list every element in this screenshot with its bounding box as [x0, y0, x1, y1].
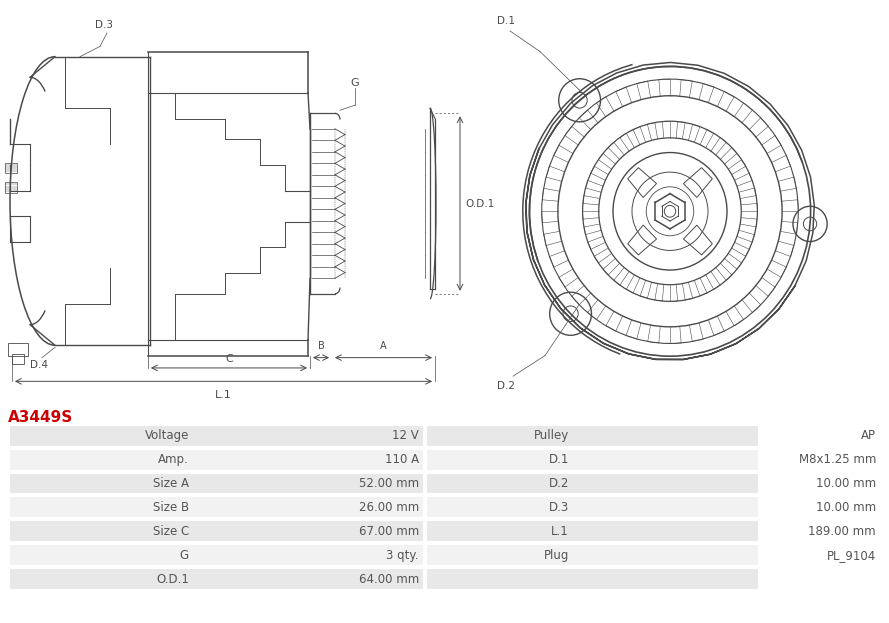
Bar [8, 343, 28, 356]
Bar [9, 545, 424, 566]
Text: O.D.1: O.D.1 [156, 573, 189, 586]
Text: O.D.1: O.D.1 [465, 199, 494, 209]
Bar [5, 183, 17, 193]
Bar [9, 425, 424, 447]
Text: D.2: D.2 [497, 381, 515, 391]
Text: D.3: D.3 [549, 501, 569, 514]
Text: 189.00 mm: 189.00 mm [808, 525, 876, 538]
Text: Pulley: Pulley [533, 429, 569, 442]
Text: 10.00 mm: 10.00 mm [816, 501, 876, 514]
Bar [426, 497, 759, 518]
Text: D.3: D.3 [95, 20, 113, 30]
Text: G: G [350, 78, 359, 88]
Text: 3 qty.: 3 qty. [387, 549, 419, 562]
Text: B: B [317, 341, 324, 351]
Text: L.1: L.1 [551, 525, 569, 538]
Text: 110 A: 110 A [385, 453, 419, 466]
Bar [426, 425, 759, 447]
Text: A: A [380, 341, 387, 351]
Text: Size C: Size C [153, 525, 189, 538]
Bar [426, 545, 759, 566]
Bar [9, 568, 424, 590]
Bar [426, 473, 759, 495]
Text: 26.00 mm: 26.00 mm [359, 501, 419, 514]
Text: Size B: Size B [153, 501, 189, 514]
Bar [9, 497, 424, 518]
Text: 12 V: 12 V [392, 429, 419, 442]
Text: 67.00 mm: 67.00 mm [359, 525, 419, 538]
Text: 64.00 mm: 64.00 mm [359, 573, 419, 586]
Text: Amp.: Amp. [158, 453, 189, 466]
Text: D.1: D.1 [549, 453, 569, 466]
Text: AP: AP [861, 429, 876, 442]
Text: A3449S: A3449S [8, 410, 73, 425]
Bar [426, 520, 759, 542]
Text: M8x1.25 mm: M8x1.25 mm [798, 453, 876, 466]
Text: 52.00 mm: 52.00 mm [359, 477, 419, 490]
Bar [12, 353, 24, 364]
Text: D.1: D.1 [497, 16, 515, 26]
Text: D.2: D.2 [549, 477, 569, 490]
Text: 10.00 mm: 10.00 mm [816, 477, 876, 490]
Bar [9, 449, 424, 470]
Bar [426, 449, 759, 470]
Bar [9, 520, 424, 542]
Bar [5, 163, 17, 173]
Text: Size A: Size A [153, 477, 189, 490]
Text: D.4: D.4 [30, 360, 48, 370]
Text: Plug: Plug [544, 549, 569, 562]
Text: Voltage: Voltage [145, 429, 189, 442]
Bar [9, 473, 424, 495]
Text: L.1: L.1 [215, 389, 232, 399]
Text: PL_9104: PL_9104 [827, 549, 876, 562]
Text: C: C [225, 354, 233, 364]
Bar [426, 568, 759, 590]
Text: G: G [180, 549, 189, 562]
